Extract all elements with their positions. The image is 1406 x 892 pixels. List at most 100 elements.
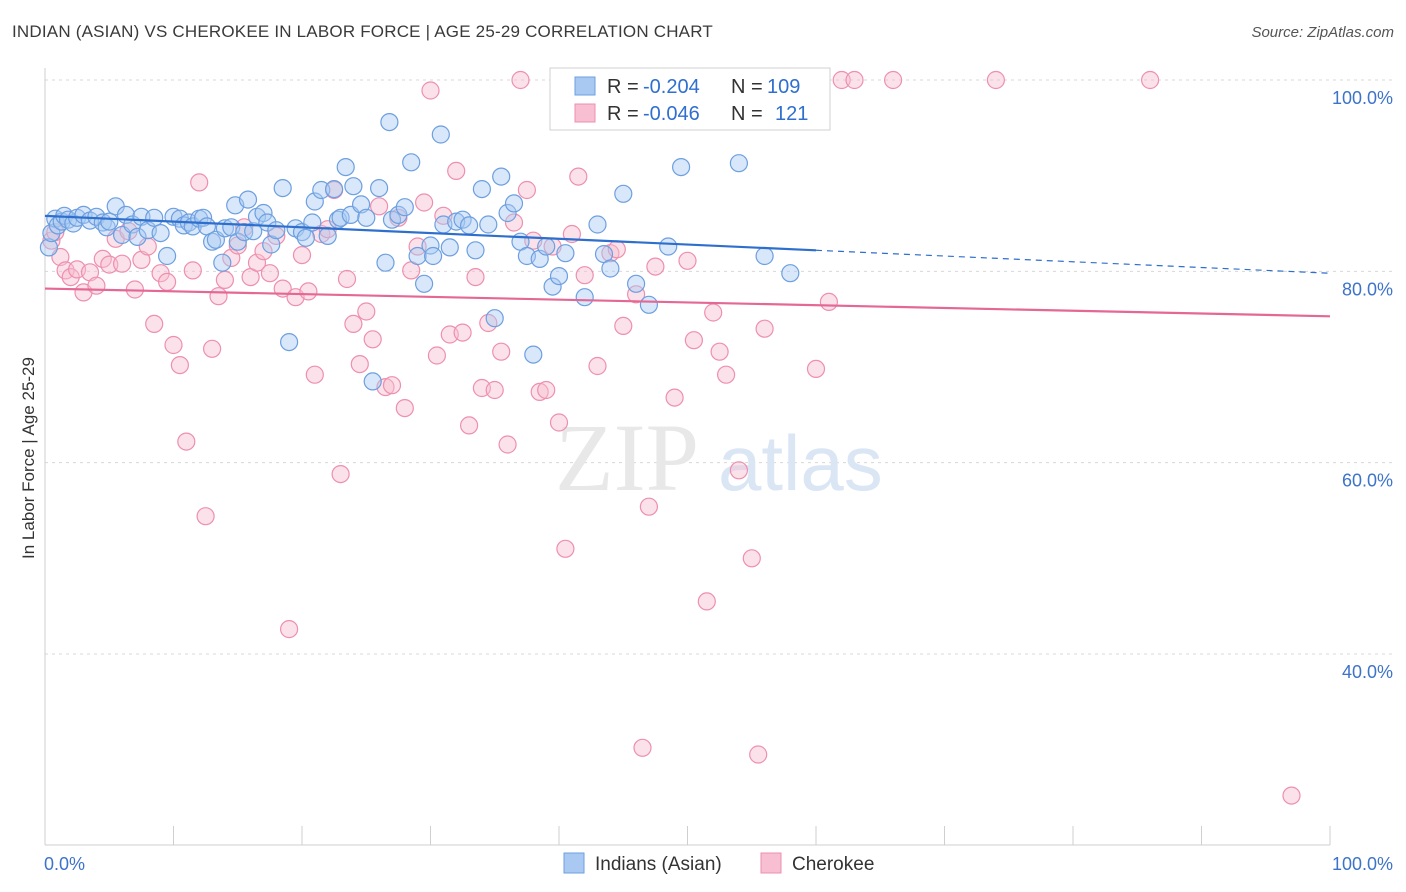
cherokee-point-73 [504, 213, 524, 232]
cherokee-point-97 [678, 251, 697, 270]
cherokee-point-25 [196, 507, 215, 526]
source-credit: Source: ZipAtlas.com [1251, 24, 1394, 41]
cherokee-point-34 [254, 242, 273, 261]
trend-lines [44, 214, 1331, 318]
cherokee-point-84 [575, 266, 594, 285]
y-axis-title: In Labor Force | Age 25-29 [19, 357, 38, 559]
cherokee-point-90 [633, 738, 652, 757]
cherokee-point-67 [466, 268, 485, 287]
indian-point-22 [145, 208, 164, 227]
cherokee-point-89 [626, 285, 646, 304]
indian-point-54 [305, 192, 324, 211]
cherokee-point-50 [357, 302, 376, 321]
cherokee-point-60 [421, 81, 440, 100]
cherokee-point-24 [190, 173, 209, 192]
cherokee-point-115 [986, 70, 1006, 90]
indian-trend-extension [815, 249, 1331, 274]
legend-box: R = -0.204 N = 109 R = -0.046 N = 121 [549, 67, 831, 131]
indian-point-88 [498, 203, 517, 223]
indian-point-60 [336, 158, 355, 177]
indian-point-47 [267, 221, 286, 240]
chart-title: INDIAN (ASIAN) VS CHEROKEE IN LABOR FORC… [12, 22, 713, 41]
watermark-zip: ZIP [555, 404, 699, 511]
indian-point-64 [357, 208, 376, 227]
cherokee-point-41 [299, 282, 318, 301]
cherokee-point-100 [697, 592, 716, 611]
indian-point-71 [395, 198, 414, 217]
cherokee-point-75 [517, 180, 537, 200]
cherokee-point-98 [684, 331, 704, 350]
indian-point-67 [376, 253, 395, 272]
cherokee-point-72 [498, 435, 517, 454]
cherokee-point-65 [453, 323, 472, 342]
indian-point-19 [128, 227, 147, 246]
y-tick-label-80: 80.0% [1342, 279, 1393, 299]
indian-point-97 [556, 244, 575, 263]
indian-point-76 [424, 246, 443, 266]
cherokee-point-91 [639, 497, 659, 516]
cherokee-point-59 [415, 193, 434, 212]
indian-point-107 [729, 154, 749, 173]
cherokee-point-23 [183, 261, 202, 280]
cherokee-point-38 [280, 619, 299, 639]
y-tick-label-60: 60.0% [1342, 471, 1393, 491]
cherokee-point-111 [819, 292, 839, 311]
indian-point-72 [402, 153, 421, 172]
indian-point-79 [440, 238, 459, 257]
indian-point-103 [626, 274, 646, 293]
grid-lines [45, 79, 1395, 655]
cherokee-point-21 [170, 356, 189, 375]
indian-point-84 [472, 180, 491, 199]
legend-r-label-1: R = [607, 76, 639, 98]
y-tick-label-40: 40.0% [1342, 662, 1393, 682]
indian-point-59 [331, 208, 350, 227]
cherokee-point-36 [267, 226, 286, 245]
cherokee-point-81 [556, 539, 575, 558]
indian-point-75 [421, 236, 440, 255]
indian-point-106 [671, 158, 691, 177]
indian-point-68 [380, 112, 399, 132]
cherokee-point-107 [755, 319, 774, 338]
cherokee-point-20 [164, 335, 183, 355]
indian-point-49 [280, 333, 299, 352]
cherokee-point-64 [447, 161, 466, 180]
cherokee-point-58 [408, 237, 427, 256]
series-cherokee [42, 70, 1301, 805]
cherokee-point-42 [305, 365, 324, 384]
cherokee-point-35 [260, 264, 279, 283]
legend-swatch-indian [574, 76, 596, 96]
cherokee-point-12 [112, 254, 132, 273]
cherokee-point-22 [177, 432, 196, 451]
cherokee-trend-line [44, 287, 1331, 318]
cherokee-point-46 [331, 465, 350, 484]
indian-point-92 [524, 345, 543, 364]
legend-n-label-2: N = [731, 103, 763, 125]
cherokee-point-61 [427, 346, 446, 365]
indian-point-39 [228, 232, 247, 251]
cherokee-point-56 [395, 399, 414, 418]
y-tick-label-100: 100.0% [1332, 88, 1393, 108]
indian-point-14 [100, 212, 119, 231]
cherokee-point-116 [1140, 70, 1160, 90]
indian-point-104 [639, 295, 659, 314]
indian-trend-line [44, 214, 817, 252]
indian-point-55 [312, 180, 331, 200]
cherokee-point-17 [145, 314, 164, 333]
indian-point-85 [479, 215, 498, 234]
cherokee-point-8 [87, 276, 106, 295]
indian-point-52 [296, 228, 315, 247]
bottom-swatch-cherokee [760, 852, 782, 874]
cherokee-point-19 [158, 272, 177, 291]
cherokee-point-54 [382, 376, 402, 395]
indian-point-94 [537, 237, 556, 256]
legend-r-value-1: -0.204 [643, 76, 700, 98]
indian-point-89 [504, 194, 524, 213]
cherokee-point-78 [537, 380, 556, 400]
indian-point-24 [158, 246, 177, 266]
cherokee-point-28 [215, 270, 234, 289]
legend-n-value-1: 109 [767, 76, 800, 98]
cherokee-point-10 [100, 255, 119, 274]
cherokee-point-102 [710, 342, 729, 361]
indian-point-99 [588, 215, 607, 234]
